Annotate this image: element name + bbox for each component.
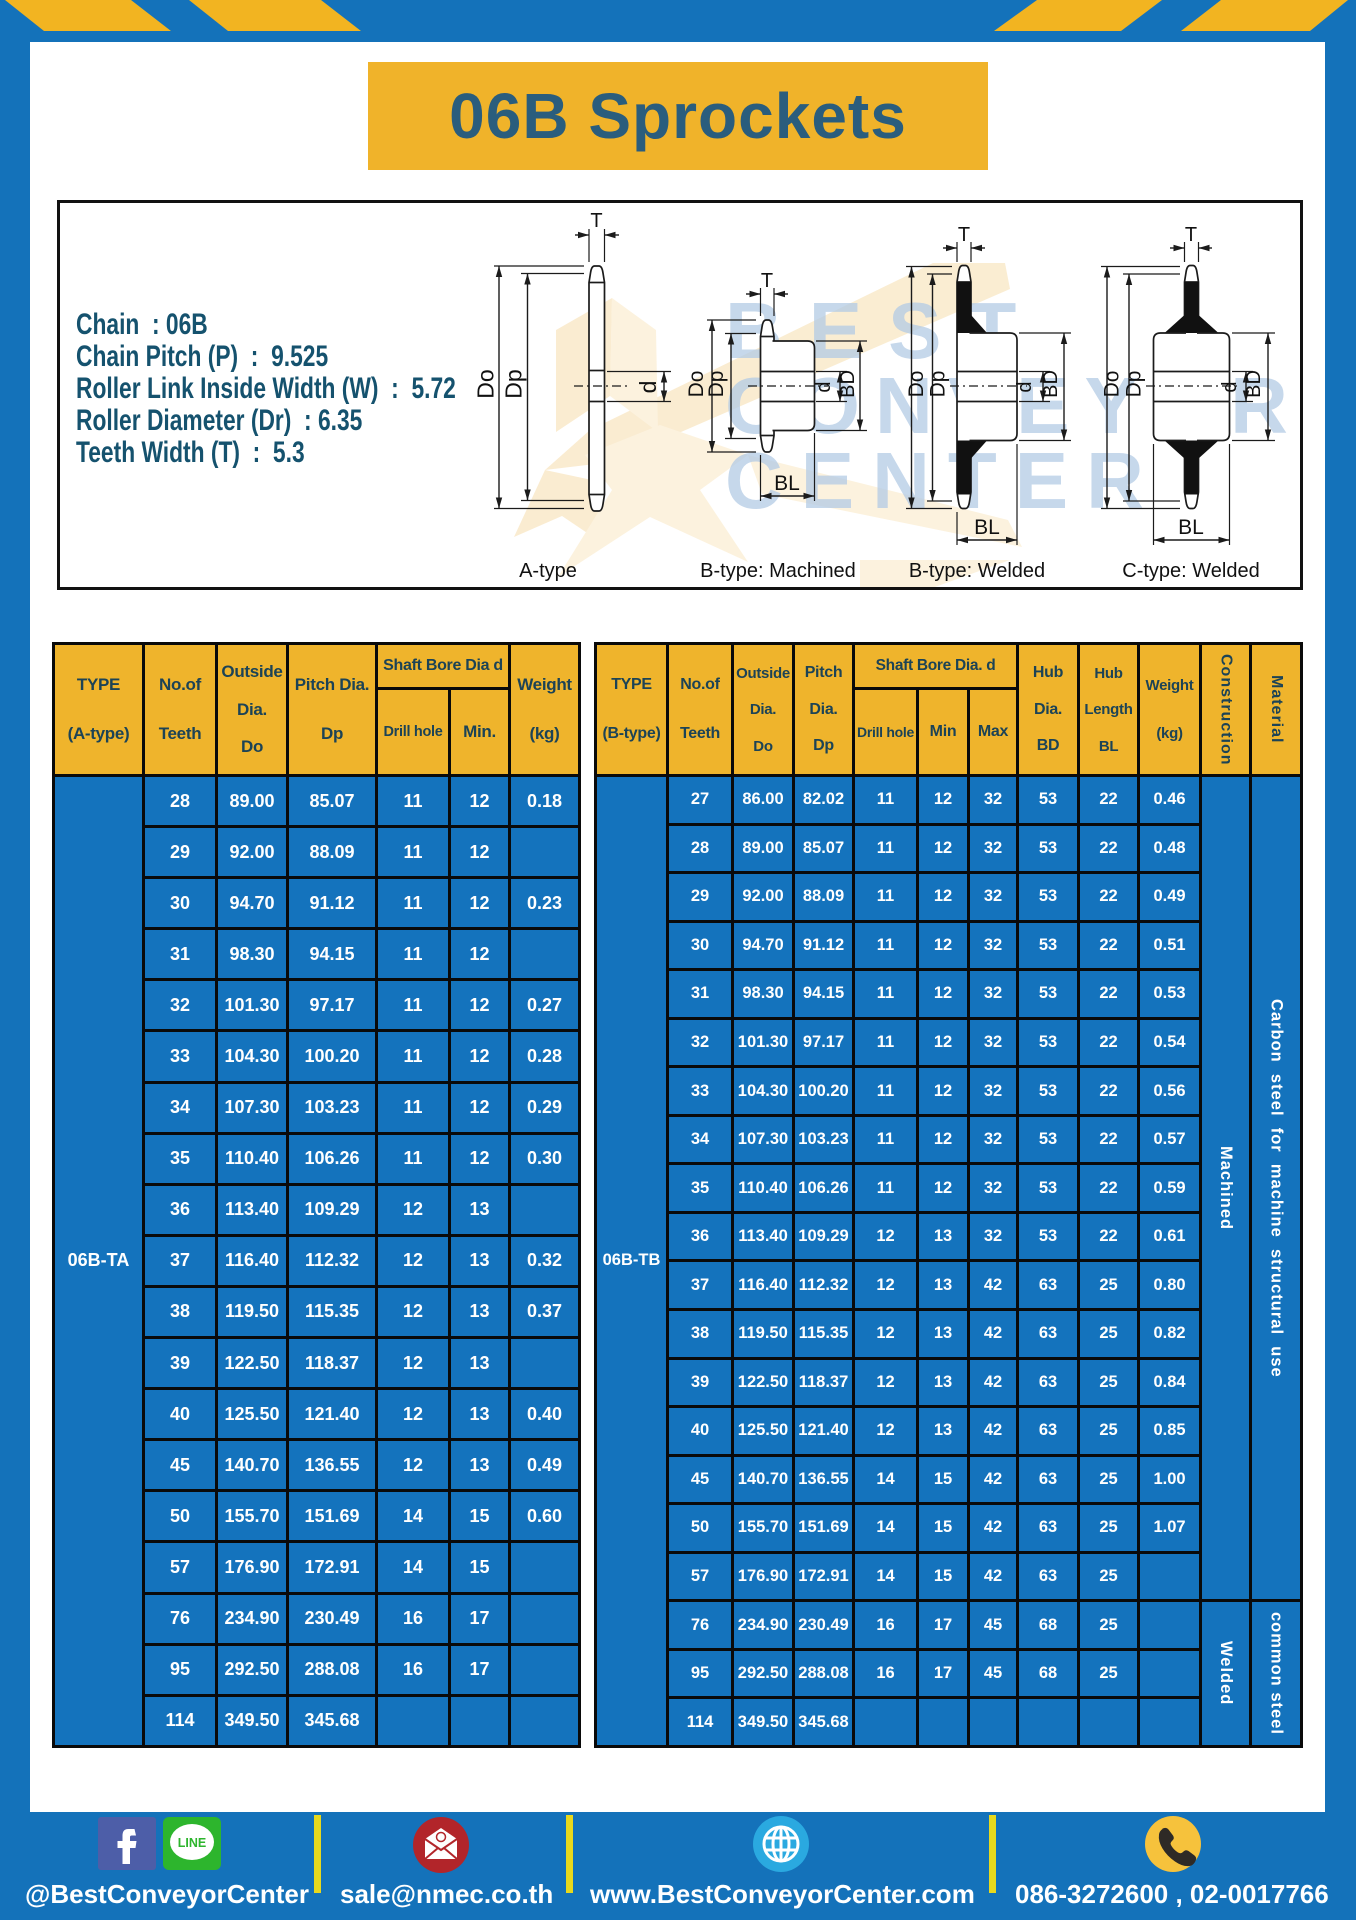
svg-text:C-type: Welded: C-type: Welded: [1122, 560, 1259, 582]
svg-text:BD: BD: [1243, 370, 1265, 398]
svg-text:d: d: [635, 381, 661, 394]
svg-text:T: T: [1185, 224, 1197, 246]
svg-text:Do: Do: [685, 371, 708, 398]
svg-text:T: T: [958, 224, 970, 246]
svg-text:d: d: [1219, 381, 1241, 392]
svg-text:Do: Do: [905, 371, 928, 398]
svg-text:BD: BD: [1040, 370, 1062, 398]
svg-text:Dp: Dp: [927, 371, 950, 398]
svg-text:Dp: Dp: [705, 371, 728, 398]
svg-text:Dp: Dp: [1123, 371, 1146, 398]
svg-text:BD: BD: [837, 370, 859, 398]
svg-text:B-type: Welded: B-type: Welded: [909, 560, 1045, 582]
svg-text:BL: BL: [974, 516, 1000, 539]
svg-text:Do: Do: [473, 369, 499, 398]
svg-text:BL: BL: [1178, 516, 1204, 539]
svg-text:Dp: Dp: [501, 369, 527, 398]
svg-text:d: d: [1014, 381, 1036, 392]
svg-text:T: T: [590, 210, 602, 232]
svg-text:B-type: Machined: B-type: Machined: [700, 560, 856, 582]
svg-text:CENTER: CENTER: [725, 436, 1162, 525]
svg-text:A-type: A-type: [519, 560, 577, 582]
svg-text:LINE: LINE: [178, 1836, 206, 1850]
svg-text:Do: Do: [1101, 371, 1124, 398]
svg-text:BL: BL: [774, 472, 800, 495]
svg-text:d: d: [813, 381, 835, 392]
svg-text:T: T: [761, 270, 773, 292]
